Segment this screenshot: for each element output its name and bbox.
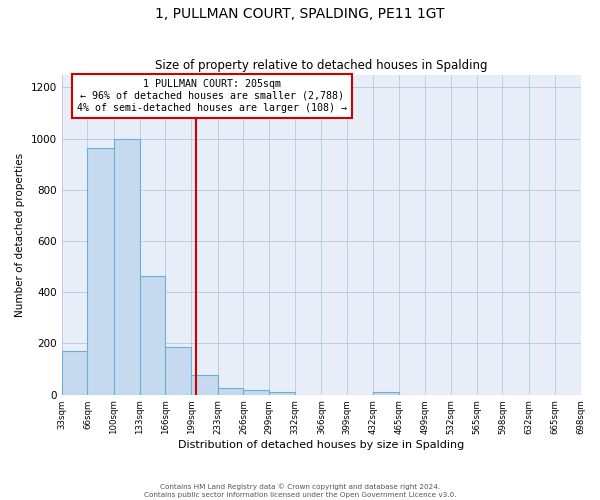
- Bar: [269, 392, 295, 394]
- Bar: [218, 388, 244, 394]
- Bar: [88, 148, 114, 394]
- Text: Contains HM Land Registry data © Crown copyright and database right 2024.
Contai: Contains HM Land Registry data © Crown c…: [144, 484, 456, 498]
- Text: 1 PULLMAN COURT: 205sqm
← 96% of detached houses are smaller (2,788)
4% of semi-: 1 PULLMAN COURT: 205sqm ← 96% of detache…: [77, 80, 347, 112]
- Bar: [191, 376, 218, 394]
- Y-axis label: Number of detached properties: Number of detached properties: [15, 152, 25, 316]
- Text: 1, PULLMAN COURT, SPALDING, PE11 1GT: 1, PULLMAN COURT, SPALDING, PE11 1GT: [155, 8, 445, 22]
- Bar: [166, 348, 191, 395]
- Title: Size of property relative to detached houses in Spalding: Size of property relative to detached ho…: [155, 59, 487, 72]
- Bar: [140, 276, 166, 394]
- Bar: [373, 392, 399, 394]
- Bar: [244, 390, 269, 394]
- Bar: [62, 351, 88, 395]
- Bar: [114, 138, 140, 394]
- X-axis label: Distribution of detached houses by size in Spalding: Distribution of detached houses by size …: [178, 440, 464, 450]
